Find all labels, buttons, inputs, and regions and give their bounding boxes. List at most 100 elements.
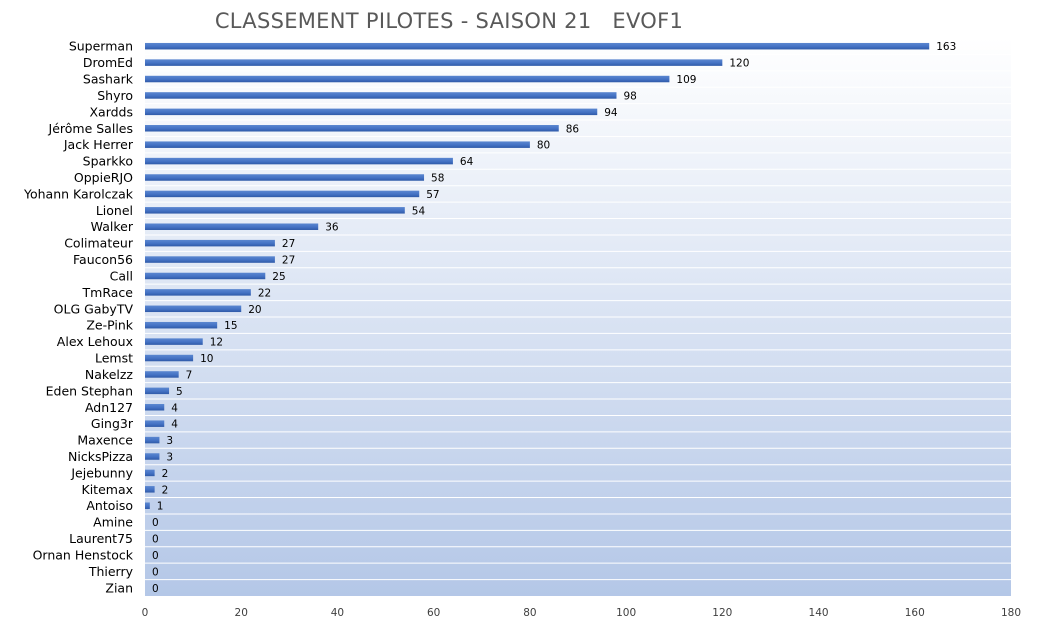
bar-7[interactable] — [145, 157, 453, 165]
bar-17[interactable] — [145, 321, 218, 329]
data-label: 36 — [325, 222, 339, 234]
category-label: Alex Lehoux — [57, 334, 133, 349]
data-label: 27 — [282, 255, 295, 267]
category-label: TmRace — [82, 285, 134, 300]
bar-22[interactable] — [145, 404, 165, 411]
category-label: Xardds — [89, 104, 133, 119]
data-label: 0 — [152, 550, 159, 562]
category-label: Zian — [105, 580, 133, 595]
bar-21[interactable] — [145, 387, 170, 395]
category-label: Thierry — [88, 564, 134, 579]
x-tick-label: 180 — [1001, 607, 1021, 619]
bar-20[interactable] — [145, 371, 179, 378]
category-label: Shyro — [97, 88, 133, 103]
bar-2[interactable] — [145, 75, 670, 83]
data-label: 57 — [426, 189, 439, 201]
x-tick-label: 100 — [616, 607, 636, 619]
data-label: 27 — [282, 238, 295, 250]
x-tick-label: 120 — [712, 607, 732, 619]
data-label: 109 — [676, 74, 696, 86]
bar-11[interactable] — [145, 223, 319, 230]
data-label: 94 — [604, 107, 618, 119]
bar-15[interactable] — [145, 289, 251, 296]
bar-26[interactable] — [145, 469, 155, 477]
bar-18[interactable] — [145, 338, 203, 345]
data-label: 0 — [152, 534, 159, 546]
category-label: Adn127 — [85, 400, 133, 415]
category-label: Yohann Karolczak — [23, 186, 134, 201]
category-label: Ze-Pink — [86, 318, 133, 333]
category-label: OppieRJO — [74, 170, 133, 185]
category-label: Lemst — [95, 351, 133, 366]
data-label: 20 — [248, 304, 261, 316]
data-label: 86 — [566, 123, 580, 135]
bar-23[interactable] — [145, 420, 165, 427]
bar-8[interactable] — [145, 174, 425, 181]
bar-6[interactable] — [145, 141, 530, 148]
data-label: 10 — [200, 353, 213, 365]
data-label: 64 — [460, 156, 474, 168]
data-label: 80 — [537, 140, 550, 152]
bar-13[interactable] — [145, 256, 275, 263]
category-label: Superman — [69, 39, 133, 54]
category-label: Kitemax — [82, 482, 134, 497]
bar-24[interactable] — [145, 436, 160, 444]
category-label: Ging3r — [91, 416, 134, 431]
data-label: 12 — [210, 337, 223, 349]
x-tick-label: 160 — [905, 607, 925, 619]
data-label: 54 — [412, 205, 426, 217]
bar-5[interactable] — [145, 125, 559, 132]
bar-3[interactable] — [145, 92, 617, 99]
category-label: Sparkko — [83, 154, 133, 169]
category-label: Nakelzz — [85, 367, 134, 382]
data-label: 0 — [152, 566, 159, 578]
bar-14[interactable] — [145, 272, 266, 280]
data-label: 3 — [166, 435, 173, 447]
bar-16[interactable] — [145, 305, 242, 313]
bar-19[interactable] — [145, 354, 194, 362]
x-tick-label: 140 — [809, 607, 829, 619]
data-label: 0 — [152, 517, 159, 529]
bar-4[interactable] — [145, 108, 598, 116]
data-label: 3 — [166, 452, 173, 464]
data-label: 163 — [936, 41, 956, 53]
data-label: 98 — [623, 90, 636, 102]
category-label: Colimateur — [64, 236, 134, 251]
data-label: 25 — [272, 271, 285, 283]
x-tick-label: 80 — [523, 607, 536, 619]
category-label: Sashark — [83, 72, 134, 87]
data-label: 5 — [176, 386, 183, 398]
category-label: Amine — [93, 515, 133, 530]
bar-10[interactable] — [145, 207, 405, 214]
category-label: Jejebunny — [70, 465, 133, 480]
bar-12[interactable] — [145, 239, 275, 247]
data-label: 58 — [431, 173, 444, 185]
bar-1[interactable] — [145, 59, 723, 66]
bar-25[interactable] — [145, 453, 160, 460]
bar-9[interactable] — [145, 190, 420, 198]
x-tick-label: 0 — [142, 607, 149, 619]
category-label: Jack Herrer — [63, 137, 134, 152]
data-label: 4 — [171, 419, 178, 431]
chart-title: CLASSEMENT PILOTES - SAISON 21 EVOF1 — [215, 9, 683, 33]
x-tick-label: 20 — [235, 607, 248, 619]
data-label: 15 — [224, 320, 237, 332]
category-label: Call — [110, 268, 133, 283]
category-label: Lionel — [96, 203, 133, 218]
category-label: NicksPizza — [68, 449, 133, 464]
category-label: Walker — [91, 219, 134, 234]
bar-28[interactable] — [145, 502, 150, 509]
category-label: Faucon56 — [73, 252, 133, 267]
data-label: 7 — [186, 369, 193, 381]
bar-0[interactable] — [145, 42, 930, 50]
data-label: 120 — [729, 58, 749, 70]
data-label: 0 — [152, 583, 159, 595]
x-tick-label: 40 — [331, 607, 344, 619]
data-label: 1 — [157, 501, 164, 513]
category-label: Jérôme Salles — [48, 121, 133, 136]
bar-27[interactable] — [145, 486, 155, 493]
data-label: 22 — [258, 287, 271, 299]
category-label: Antoiso — [86, 498, 133, 513]
